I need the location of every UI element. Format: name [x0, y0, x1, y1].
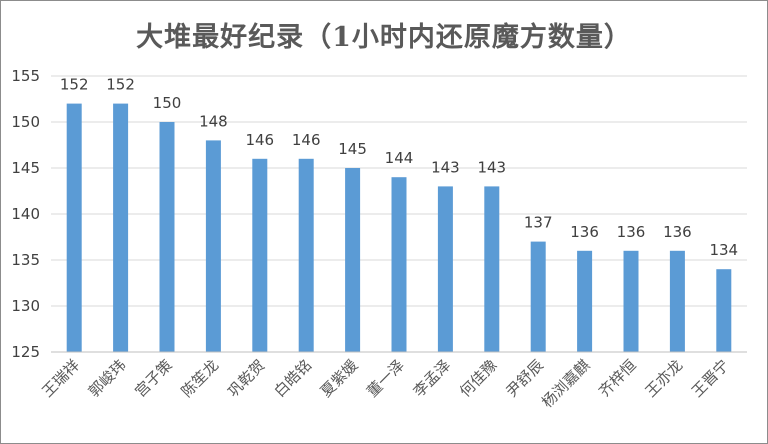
category-label: 郭峻玮: [85, 356, 130, 401]
data-label: 136: [663, 223, 692, 241]
category-label: 陈笙龙: [178, 356, 223, 401]
data-label: 137: [524, 214, 553, 232]
bar: [577, 250, 593, 352]
bar: [623, 250, 639, 352]
category-label: 王瑞祥: [38, 356, 83, 401]
y-tick-label: 155: [11, 67, 40, 85]
category-label: 杨浏嘉麒: [538, 356, 593, 411]
bar: [530, 241, 546, 352]
category-label: 王亦龙: [642, 356, 687, 401]
category-label: 尹舒辰: [502, 356, 547, 401]
y-tick-label: 125: [11, 343, 40, 361]
category-label: 齐梓恒: [595, 356, 640, 401]
bar: [669, 250, 685, 352]
chart-title: 大堆最好纪录（1小时内还原魔方数量）: [136, 22, 632, 53]
category-label: 王晋宁: [688, 356, 733, 401]
data-labels: 152 152 150 148 146 146 145 144 143 143 137 136 136 1…: [60, 76, 738, 260]
bar: [205, 140, 221, 352]
y-axis-ticks: 125 130 135 140 145 150 155: [11, 67, 40, 361]
bar: [391, 177, 407, 352]
data-label: 146: [292, 131, 321, 149]
data-label: 143: [477, 158, 506, 176]
y-tick-label: 150: [11, 113, 40, 131]
bar: [252, 158, 268, 352]
bar: [66, 103, 82, 352]
data-label: 152: [60, 76, 89, 94]
bar: [345, 168, 361, 352]
data-label: 152: [106, 76, 135, 94]
y-tick-label: 145: [11, 159, 40, 177]
category-label: 夏紫媛: [317, 356, 362, 401]
bar: [716, 269, 732, 352]
data-label: 144: [385, 149, 414, 167]
data-label: 134: [709, 241, 738, 259]
category-label: 董一泽: [363, 356, 408, 401]
y-tick-label: 140: [11, 205, 40, 223]
bars: [66, 103, 732, 352]
bar: [159, 122, 175, 352]
bar: [484, 186, 500, 352]
y-tick-label: 130: [11, 297, 40, 315]
data-label: 146: [245, 131, 274, 149]
bar: [298, 158, 314, 352]
data-label: 145: [338, 140, 367, 158]
data-label: 143: [431, 158, 460, 176]
data-label: 150: [153, 94, 182, 112]
data-label: 136: [570, 223, 599, 241]
bar: [113, 103, 129, 352]
data-label: 148: [199, 112, 228, 130]
y-tick-label: 135: [11, 251, 40, 269]
bar: [437, 186, 453, 352]
category-label: 何佳豫: [456, 356, 501, 401]
category-label: 李孟泽: [410, 356, 455, 401]
category-label: 白皓铭: [270, 356, 315, 401]
data-label: 136: [617, 223, 646, 241]
category-label: 巩乾贺: [224, 356, 269, 401]
category-label: 宫子策: [131, 356, 176, 401]
